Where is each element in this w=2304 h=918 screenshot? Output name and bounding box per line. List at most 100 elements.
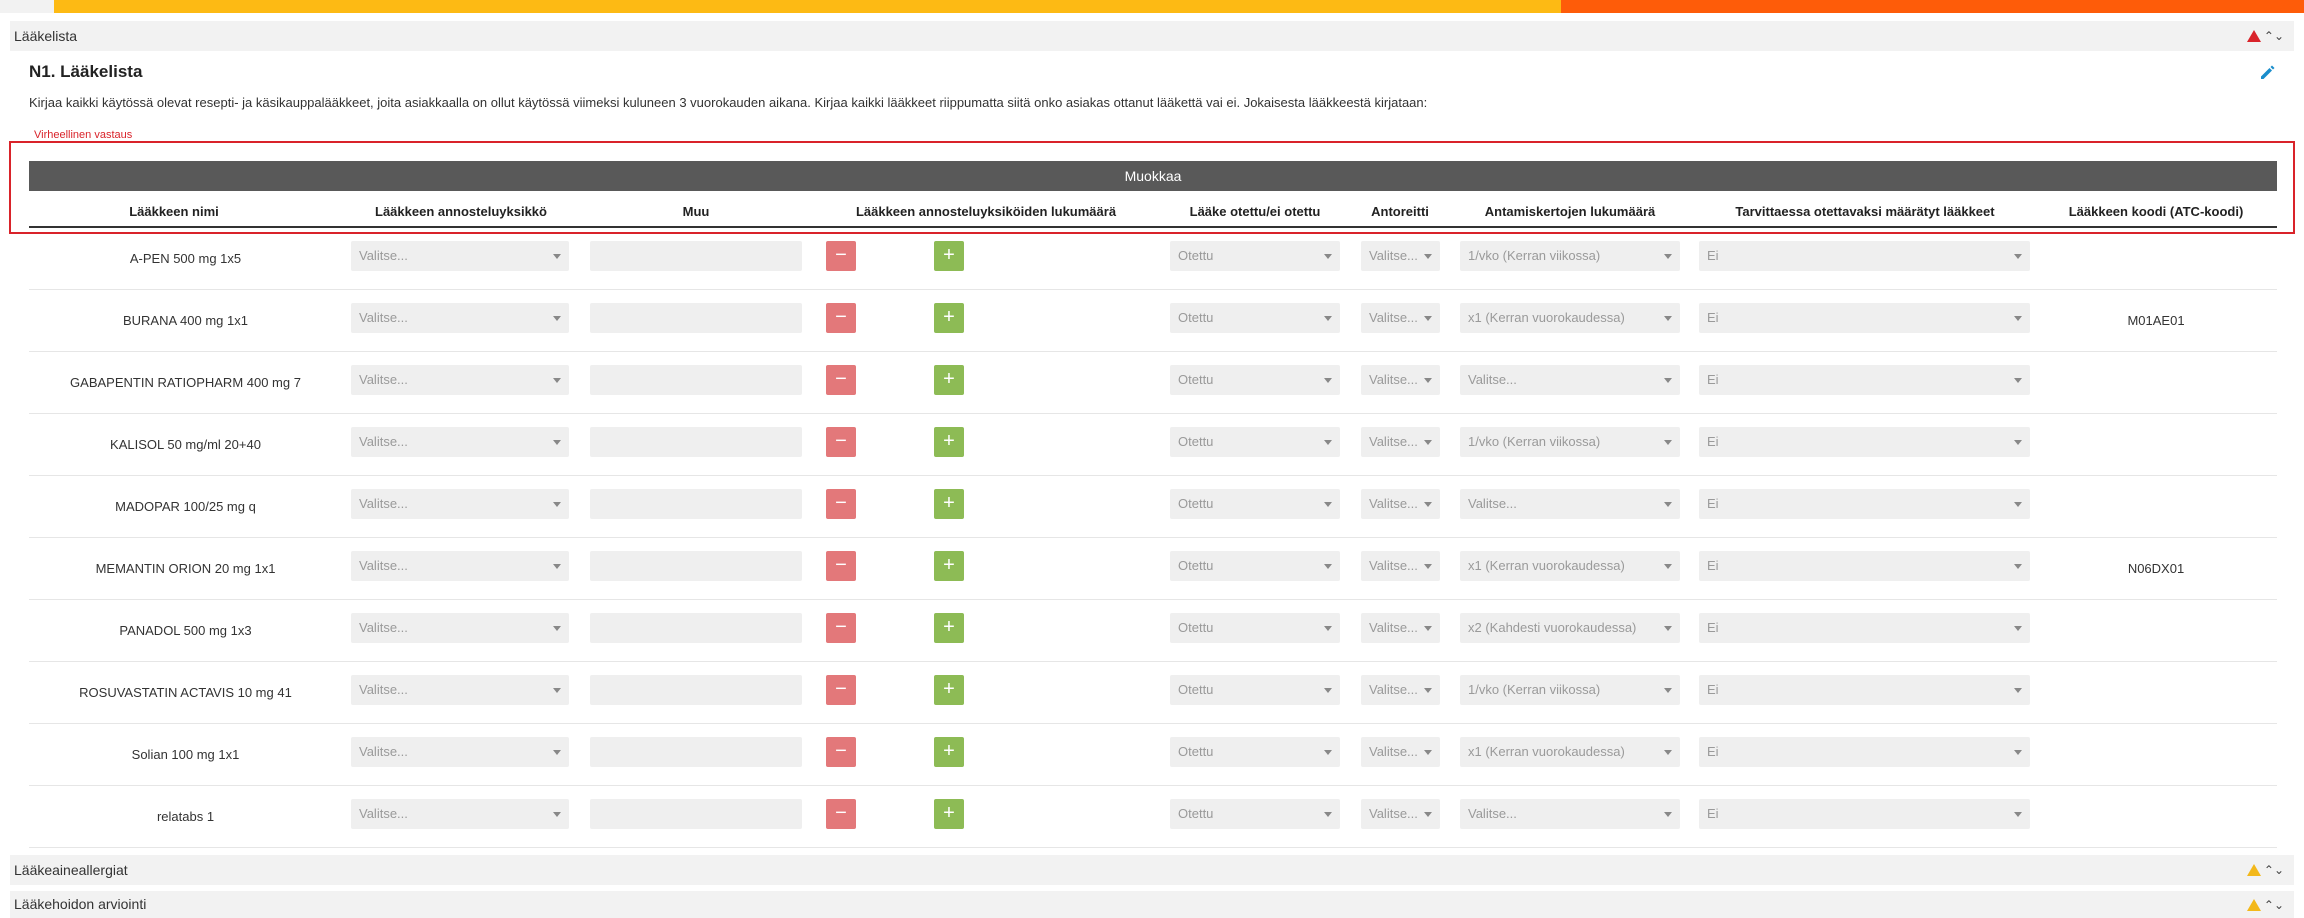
prn-select[interactable]: Ei	[1699, 799, 2030, 829]
route-select[interactable]: Valitse...	[1361, 551, 1440, 581]
decrement-button[interactable]: −	[826, 737, 856, 767]
increment-button[interactable]: +	[934, 303, 964, 333]
section-header-laakelista[interactable]: Lääkelista ⌃⌄	[10, 21, 2294, 51]
increment-button[interactable]: +	[934, 551, 964, 581]
increment-button[interactable]: +	[934, 737, 964, 767]
unit-select[interactable]: Valitse...	[351, 799, 569, 829]
frequency-select[interactable]: Valitse...	[1460, 489, 1680, 519]
prn-select[interactable]: Ei	[1699, 737, 2030, 767]
decrement-button[interactable]: −	[826, 427, 856, 457]
decrement-button[interactable]: −	[826, 241, 856, 271]
count-input[interactable]	[859, 737, 931, 767]
count-input[interactable]	[859, 365, 931, 395]
taken-select[interactable]: Otettu	[1170, 551, 1340, 581]
route-select[interactable]: Valitse...	[1361, 675, 1440, 705]
other-input[interactable]	[590, 799, 802, 829]
select-value: Ei	[1707, 744, 1719, 759]
prn-select[interactable]: Ei	[1699, 551, 2030, 581]
prn-select[interactable]: Ei	[1699, 241, 2030, 271]
prn-select[interactable]: Ei	[1699, 675, 2030, 705]
route-select[interactable]: Valitse...	[1361, 241, 1440, 271]
other-input[interactable]	[590, 241, 802, 271]
unit-select[interactable]: Valitse...	[351, 303, 569, 333]
unit-select[interactable]: Valitse...	[351, 427, 569, 457]
increment-button[interactable]: +	[934, 675, 964, 705]
other-input[interactable]	[590, 737, 802, 767]
select-value: Otettu	[1178, 558, 1214, 573]
decrement-button[interactable]: −	[826, 675, 856, 705]
unit-select[interactable]: Valitse...	[351, 241, 569, 271]
unit-select[interactable]: Valitse...	[351, 551, 569, 581]
increment-button[interactable]: +	[934, 241, 964, 271]
prn-select[interactable]: Ei	[1699, 303, 2030, 333]
decrement-button[interactable]: −	[826, 799, 856, 829]
unit-select[interactable]: Valitse...	[351, 613, 569, 643]
collapse-icon[interactable]: ⌃⌄	[2263, 29, 2284, 43]
frequency-select[interactable]: 1/vko (Kerran viikossa)	[1460, 241, 1680, 271]
edit-table-button[interactable]: Muokkaa	[29, 161, 2277, 191]
taken-select[interactable]: Otettu	[1170, 613, 1340, 643]
increment-button[interactable]: +	[934, 799, 964, 829]
increment-button[interactable]: +	[934, 613, 964, 643]
other-input[interactable]	[590, 613, 802, 643]
count-input[interactable]	[859, 675, 931, 705]
frequency-select[interactable]: x1 (Kerran vuorokaudessa)	[1460, 737, 1680, 767]
count-input[interactable]	[859, 799, 931, 829]
frequency-select[interactable]: 1/vko (Kerran viikossa)	[1460, 427, 1680, 457]
count-input[interactable]	[859, 489, 931, 519]
other-input[interactable]	[590, 551, 802, 581]
unit-select[interactable]: Valitse...	[351, 365, 569, 395]
unit-select[interactable]: Valitse...	[351, 489, 569, 519]
frequency-select[interactable]: x2 (Kahdesti vuorokaudessa)	[1460, 613, 1680, 643]
frequency-select[interactable]: 1/vko (Kerran viikossa)	[1460, 675, 1680, 705]
count-input[interactable]	[859, 303, 931, 333]
route-select[interactable]: Valitse...	[1361, 365, 1440, 395]
other-input[interactable]	[590, 489, 802, 519]
decrement-button[interactable]: −	[826, 303, 856, 333]
route-select[interactable]: Valitse...	[1361, 303, 1440, 333]
pencil-icon[interactable]	[2258, 62, 2278, 82]
decrement-button[interactable]: −	[826, 365, 856, 395]
increment-button[interactable]: +	[934, 427, 964, 457]
decrement-button[interactable]: −	[826, 489, 856, 519]
count-input[interactable]	[859, 427, 931, 457]
frequency-select[interactable]: Valitse...	[1460, 799, 1680, 829]
frequency-select[interactable]: x1 (Kerran vuorokaudessa)	[1460, 551, 1680, 581]
unit-select[interactable]: Valitse...	[351, 675, 569, 705]
taken-select[interactable]: Otettu	[1170, 675, 1340, 705]
frequency-select[interactable]: x1 (Kerran vuorokaudessa)	[1460, 303, 1680, 333]
unit-select[interactable]: Valitse...	[351, 737, 569, 767]
count-input[interactable]	[859, 613, 931, 643]
route-select[interactable]: Valitse...	[1361, 427, 1440, 457]
route-select[interactable]: Valitse...	[1361, 799, 1440, 829]
increment-button[interactable]: +	[934, 365, 964, 395]
taken-select[interactable]: Otettu	[1170, 365, 1340, 395]
taken-select[interactable]: Otettu	[1170, 241, 1340, 271]
decrement-button[interactable]: −	[826, 613, 856, 643]
other-input[interactable]	[590, 427, 802, 457]
prn-select[interactable]: Ei	[1699, 365, 2030, 395]
other-input[interactable]	[590, 303, 802, 333]
other-input[interactable]	[590, 675, 802, 705]
route-select[interactable]: Valitse...	[1361, 613, 1440, 643]
count-input[interactable]	[859, 551, 931, 581]
prn-select[interactable]: Ei	[1699, 489, 2030, 519]
taken-select[interactable]: Otettu	[1170, 489, 1340, 519]
taken-select[interactable]: Otettu	[1170, 303, 1340, 333]
increment-button[interactable]: +	[934, 489, 964, 519]
count-input[interactable]	[859, 241, 931, 271]
expand-icon[interactable]: ⌃⌄	[2263, 863, 2284, 877]
expand-icon[interactable]: ⌃⌄	[2263, 897, 2284, 912]
taken-select[interactable]: Otettu	[1170, 799, 1340, 829]
section-header-allergiat[interactable]: Lääkeaineallergiat ⌃⌄	[10, 855, 2294, 885]
prn-select[interactable]: Ei	[1699, 613, 2030, 643]
route-select[interactable]: Valitse...	[1361, 737, 1440, 767]
other-input[interactable]	[590, 365, 802, 395]
prn-select[interactable]: Ei	[1699, 427, 2030, 457]
section-header-arviointi[interactable]: Lääkehoidon arviointi ⌃⌄	[10, 891, 2294, 918]
route-select[interactable]: Valitse...	[1361, 489, 1440, 519]
taken-select[interactable]: Otettu	[1170, 737, 1340, 767]
decrement-button[interactable]: −	[826, 551, 856, 581]
frequency-select[interactable]: Valitse...	[1460, 365, 1680, 395]
taken-select[interactable]: Otettu	[1170, 427, 1340, 457]
